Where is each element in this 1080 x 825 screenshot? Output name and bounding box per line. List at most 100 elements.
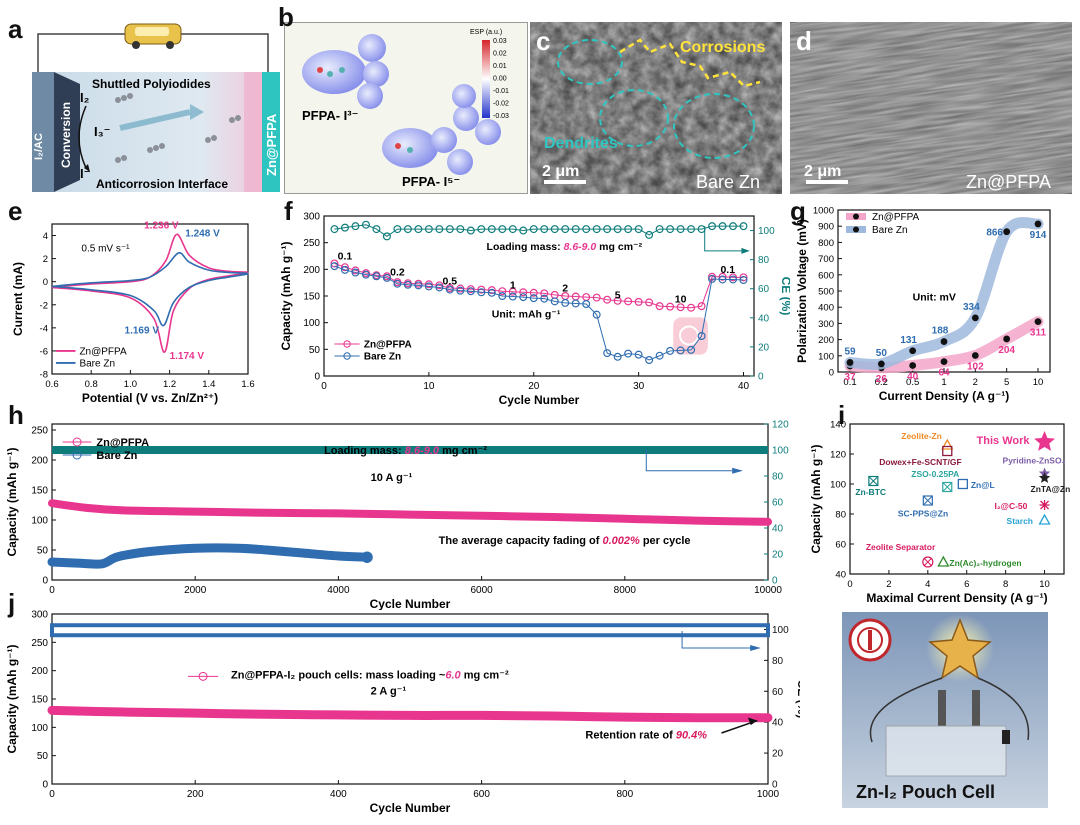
chart-i-comparison: 0 2 4 6 8 10 40 60 80 100 120 140 Maximal Current De… [809, 420, 1070, 606]
data-label: 37 [844, 372, 856, 383]
y-tick-label: 500 [818, 287, 834, 298]
data-point [708, 222, 717, 231]
data-point [414, 225, 423, 234]
data-label: 866 [986, 228, 1003, 239]
y-axis-label: Capacity (mAh g⁻¹) [809, 444, 823, 553]
x-tick-label: 1.6 [241, 379, 254, 390]
legend-marker [198, 671, 208, 681]
data-point [540, 294, 549, 303]
loading-mass-label: Loading mass: 8.6-9.0 mg cm⁻² [487, 241, 643, 253]
x-tick-label: 600 [473, 789, 490, 800]
point-label: Zn@L [971, 480, 995, 490]
cv-curve-barezn [51, 252, 249, 327]
corrosion-outline [619, 38, 761, 88]
data-point [340, 223, 349, 232]
y-tick-label: 50 [37, 546, 49, 557]
y-tick-label: 300 [31, 610, 48, 621]
data-point [498, 291, 507, 300]
i2-label: I₂ [80, 90, 90, 105]
marker [922, 556, 934, 568]
data-point [582, 299, 591, 308]
marker [868, 475, 879, 487]
x-tick-label: 0.2 [875, 377, 888, 388]
x-tick-label: 0.5 [906, 377, 919, 388]
data-point [645, 230, 654, 239]
data-point [393, 225, 402, 234]
y-tick-label: 2 [43, 254, 48, 265]
data-point [403, 280, 412, 289]
data-point [456, 225, 465, 234]
molecule-pfpa-i3 [302, 34, 389, 109]
data-point [729, 273, 738, 282]
scale-label: 2 μm [804, 163, 841, 180]
rate-label: 10 A g⁻¹ [371, 472, 413, 484]
data-point [550, 297, 559, 306]
data-point [846, 359, 854, 366]
corrosions-label: Corrosions [680, 39, 765, 56]
point-label: Zeolite Separator [866, 542, 936, 552]
data-point [687, 303, 696, 312]
data-point [676, 225, 685, 234]
data-point [340, 265, 349, 274]
y-axis-label: Capacity (mAh g⁻¹) [279, 241, 293, 350]
end-marker [361, 551, 373, 563]
data-point [909, 347, 917, 355]
data-label: 914 [1030, 230, 1047, 241]
x-tick-label: 200 [187, 789, 204, 800]
data-point [739, 275, 748, 284]
pouch-cell [885, 725, 1007, 777]
data-point [529, 294, 538, 303]
dendrite-circle-2 [599, 89, 669, 147]
fading-label: The average capacity fading of 0.002% pe… [439, 535, 691, 547]
series-line [334, 224, 744, 237]
y-tick-label: 100 [830, 480, 846, 491]
data-point [424, 282, 433, 291]
colorbar-tick: -0.03 [493, 113, 509, 120]
data-point [466, 287, 475, 296]
emblem-logo [848, 618, 892, 662]
legend-marker [72, 450, 82, 460]
y-tick-label: 700 [818, 254, 834, 265]
conversion-plate [54, 72, 80, 192]
x-tick-label: 400 [330, 789, 347, 800]
x-tick-label: 0 [847, 579, 852, 590]
sem-caption: Bare Zn [696, 172, 760, 192]
x-tick-label: 6000 [470, 585, 493, 596]
x-tick-label: 1.0 [124, 379, 137, 390]
x-tick-label: 0.6 [45, 379, 58, 390]
y-tick-label: 200 [31, 456, 48, 467]
data-point [1034, 318, 1042, 326]
dendrites-label: Dendrites [544, 135, 618, 152]
x-axis-label: Potential (V vs. Zn/Zn²⁺) [82, 391, 218, 405]
y-tick-label: 100 [818, 351, 834, 362]
data-point [445, 225, 454, 234]
colorbar-tick: 0.03 [493, 38, 507, 45]
plot-frame [51, 613, 769, 785]
unit-label: Unit: mAh g⁻¹ [492, 308, 561, 320]
cathode-plate [32, 72, 54, 192]
data-point [330, 259, 339, 268]
retention-label: Retention rate of 90.4% [585, 730, 707, 742]
data-point [540, 225, 549, 234]
i3-label: I₃⁻ [94, 124, 111, 139]
data-label: 50 [876, 348, 888, 359]
point-label: Zeolite-Zn [901, 431, 942, 441]
marker [922, 495, 933, 506]
y-tick-label: 1000 [813, 206, 834, 217]
data-point [687, 345, 696, 354]
x-tick-label: 8 [1003, 579, 1008, 590]
molecule-label-2: PFPA- I⁵⁻ [402, 174, 460, 189]
y-tick-label: 0 [829, 368, 834, 379]
data-point [330, 262, 339, 271]
x-tick-label: 4000 [327, 585, 350, 596]
battery-schematic: I₂/AC Conversion Zn@PFPA Shuttled Polyio… [32, 23, 280, 192]
point-label: Zn(Ac)₂-hydrogen [949, 558, 1021, 568]
conversion-label: Conversion [59, 102, 73, 168]
star-lamp-icon [928, 617, 992, 680]
colorbar-tick: 0.01 [493, 63, 507, 70]
y-tick-label: 80 [835, 510, 846, 521]
panel-label-i: i [838, 400, 846, 430]
data-label: 131 [900, 335, 917, 346]
legend-marker [853, 213, 859, 220]
y-axis-label: Polarization Voltage (mV) [795, 219, 809, 363]
